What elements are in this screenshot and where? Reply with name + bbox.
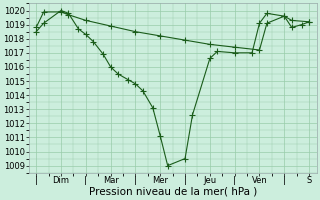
X-axis label: Pression niveau de la mer( hPa ): Pression niveau de la mer( hPa ): [89, 187, 257, 197]
